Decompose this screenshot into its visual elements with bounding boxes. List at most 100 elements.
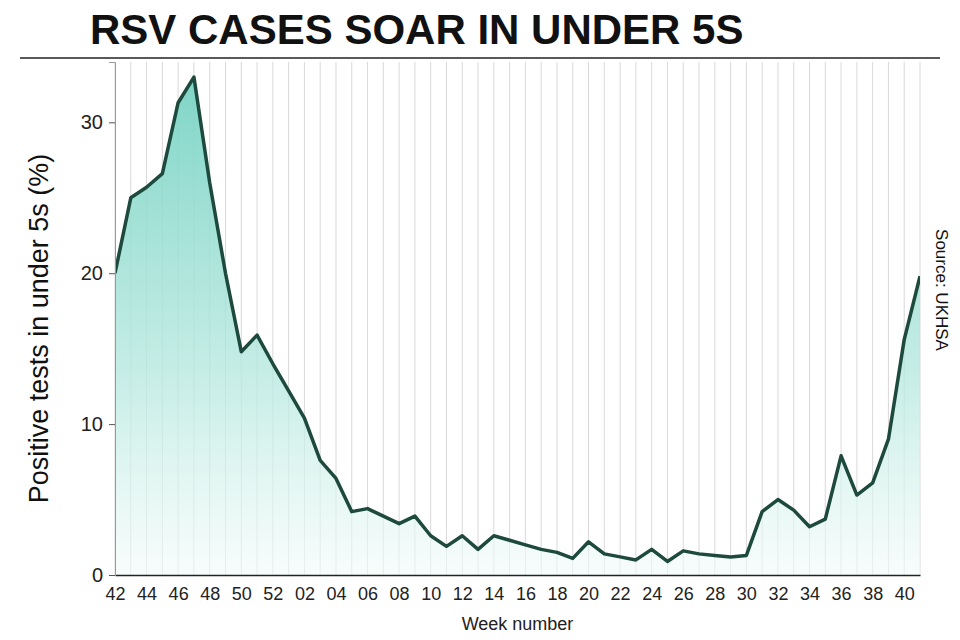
x-tick: 30 — [737, 575, 757, 604]
y-tick-label: 0 — [92, 564, 103, 586]
y-tick-mark — [109, 273, 115, 274]
x-axis: 4244464850520204060810121416182022242628… — [105, 575, 920, 604]
grid-line — [667, 62, 668, 575]
x-tick: 10 — [421, 575, 441, 604]
grid-line — [367, 62, 368, 575]
y-tick-mark — [109, 122, 115, 123]
x-tick: 26 — [674, 575, 694, 604]
x-tick-label: 20 — [579, 584, 599, 604]
grid-line — [572, 62, 573, 575]
x-tick-label: 30 — [737, 584, 757, 604]
x-tick-label: 16 — [516, 584, 536, 604]
x-tick: 40 — [895, 575, 915, 604]
x-tick-label: 02 — [295, 584, 315, 604]
y-tick: 10 — [81, 413, 115, 435]
x-tick: 18 — [547, 575, 567, 604]
y-tick: 20 — [81, 262, 115, 284]
y-tick-label: 20 — [81, 262, 103, 284]
y-axis-title: Positive tests in under 5s (%) — [24, 154, 54, 504]
y-axis-line — [109, 63, 116, 576]
x-tick: 12 — [453, 575, 473, 604]
x-tick: 08 — [390, 575, 410, 604]
grid-line — [541, 62, 542, 575]
x-tick: 28 — [705, 575, 725, 604]
x-tick: 02 — [295, 575, 315, 604]
x-tick-label: 24 — [642, 584, 662, 604]
x-tick-label: 14 — [484, 584, 504, 604]
x-tick-label: 10 — [421, 584, 441, 604]
x-tick-label: 38 — [863, 584, 883, 604]
grid-line — [509, 62, 510, 575]
y-tick-mark — [109, 575, 115, 576]
grid-line — [699, 62, 700, 575]
grid-line — [351, 62, 352, 575]
x-tick-label: 04 — [326, 584, 346, 604]
grid-line — [446, 62, 447, 575]
y-tick-label: 30 — [81, 111, 103, 133]
grid-line — [462, 62, 463, 575]
x-tick-label: 28 — [705, 584, 725, 604]
x-tick-label: 40 — [895, 584, 915, 604]
x-tick: 42 — [105, 575, 125, 604]
x-tick-label: 42 — [105, 584, 125, 604]
grid-line — [651, 62, 652, 575]
x-tick: 34 — [800, 575, 820, 604]
x-tick-label: 34 — [800, 584, 820, 604]
grid-line — [556, 62, 557, 575]
y-tick-label: 10 — [81, 413, 103, 435]
grid — [115, 62, 920, 575]
x-tick-label: 36 — [832, 584, 852, 604]
y-tick: 30 — [81, 111, 115, 133]
x-tick: 52 — [263, 575, 283, 604]
grid-line — [478, 62, 479, 575]
grid-line — [825, 62, 826, 575]
x-tick: 46 — [169, 575, 189, 604]
grid-line — [588, 62, 589, 575]
x-tick-label: 06 — [358, 584, 378, 604]
x-tick-label: 18 — [547, 584, 567, 604]
x-tick-label: 50 — [232, 584, 252, 604]
grid-line — [762, 62, 763, 575]
y-axis: 0 10 20 30 — [81, 63, 116, 586]
y-tick-mark — [109, 424, 115, 425]
grid-line — [793, 62, 794, 575]
x-tick-label: 08 — [390, 584, 410, 604]
title: RSV CASES SOAR IN UNDER 5S — [90, 6, 743, 53]
grid-line — [620, 62, 621, 575]
area — [115, 77, 920, 575]
title-rule — [20, 57, 940, 59]
x-tick: 38 — [863, 575, 883, 604]
x-tick-label: 52 — [263, 584, 283, 604]
x-tick-label: 22 — [611, 584, 631, 604]
line — [115, 77, 920, 561]
x-tick-label: 46 — [169, 584, 189, 604]
x-tick: 32 — [768, 575, 788, 604]
x-tick: 06 — [358, 575, 378, 604]
chart-svg: 4244464850520204060810121416182022242628… — [0, 0, 960, 640]
grid-line — [430, 62, 431, 575]
x-tick: 36 — [832, 575, 852, 604]
grid-line — [383, 62, 384, 575]
x-tick: 50 — [232, 575, 252, 604]
grid-line — [683, 62, 684, 575]
x-axis-line — [116, 575, 921, 577]
grid-line — [399, 62, 400, 575]
grid-line — [714, 62, 715, 575]
x-tick: 24 — [642, 575, 662, 604]
y-tick: 0 — [92, 564, 115, 586]
x-tick-label: 26 — [674, 584, 694, 604]
x-axis-title: Week number — [462, 614, 574, 634]
grid-line — [414, 62, 415, 575]
grid-line — [525, 62, 526, 575]
grid-line — [730, 62, 731, 575]
x-tick: 20 — [579, 575, 599, 604]
grid-line — [746, 62, 747, 575]
chart-container: 4244464850520204060810121416182022242628… — [0, 0, 960, 640]
x-tick: 04 — [326, 575, 346, 604]
grid-line — [635, 62, 636, 575]
x-tick: 22 — [611, 575, 631, 604]
grid-line — [604, 62, 605, 575]
x-tick-label: 12 — [453, 584, 473, 604]
source-note: Source: UKHSA — [932, 229, 951, 352]
x-tick-label: 44 — [137, 584, 157, 604]
